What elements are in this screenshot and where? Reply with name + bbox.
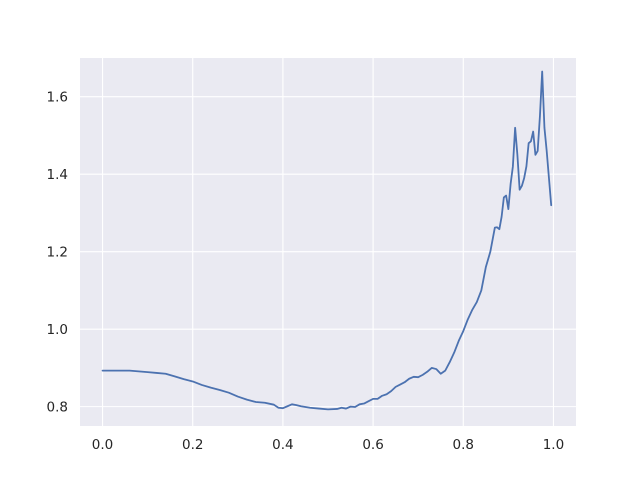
y-tick-label: 0.8 (47, 400, 68, 416)
series-line (101, 70, 553, 411)
x-grid (101, 58, 555, 426)
x-axis: 0.0 0.2 0.4 0.6 0.8 1.0 (92, 437, 564, 453)
y-tick-label: 1.6 (47, 90, 68, 106)
series-layer (101, 70, 553, 411)
y-tick-label: 1.2 (47, 245, 68, 261)
x-tick-label: 0.6 (362, 437, 383, 453)
y-tick-label: 1.0 (47, 322, 68, 338)
y-grid (80, 96, 576, 408)
y-axis: 0.8 1.0 1.2 1.4 1.6 (47, 90, 68, 416)
x-tick-label: 0.4 (272, 437, 293, 453)
x-tick-label: 0.2 (182, 437, 203, 453)
x-tick-label: 0.8 (453, 437, 474, 453)
plot-area (80, 58, 576, 426)
y-tick-label: 1.4 (47, 167, 68, 183)
x-tick-label: 0.0 (92, 437, 113, 453)
x-tick-label: 1.0 (543, 437, 564, 453)
